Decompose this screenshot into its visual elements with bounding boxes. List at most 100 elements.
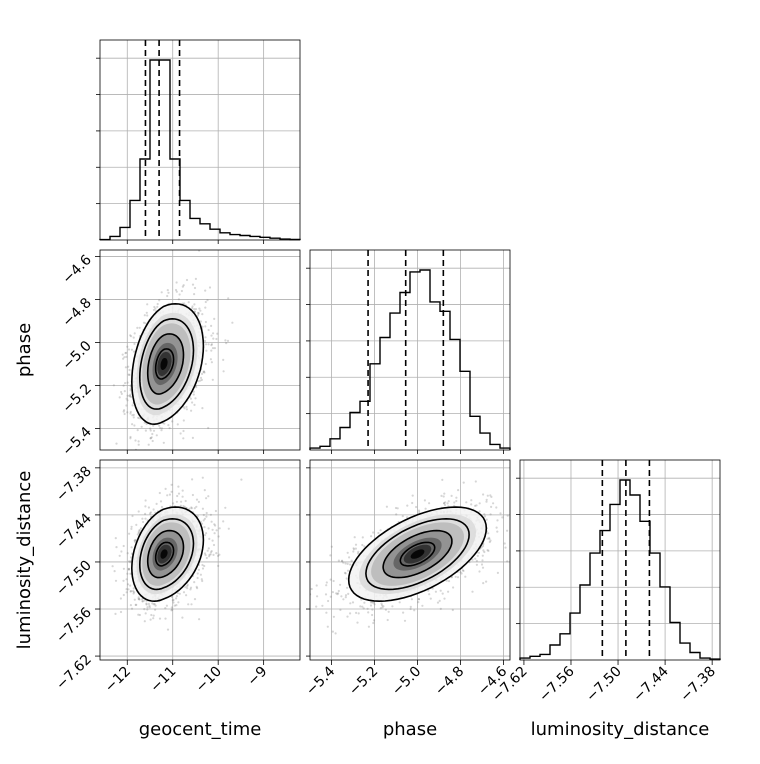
- x-tick-label: −11: [147, 664, 179, 696]
- sample-point: [218, 554, 220, 556]
- sample-point: [487, 495, 489, 497]
- sample-point: [475, 504, 477, 506]
- sample-point: [141, 518, 143, 520]
- sample-point: [341, 560, 343, 562]
- sample-point: [124, 390, 126, 392]
- sample-point: [143, 608, 145, 610]
- sample-point: [146, 608, 148, 610]
- sample-point: [169, 427, 171, 429]
- sample-point: [425, 508, 427, 510]
- sample-point: [128, 533, 130, 535]
- sample-point: [372, 531, 374, 533]
- sample-point: [212, 379, 214, 381]
- sample-point: [150, 437, 152, 439]
- sample-point: [172, 502, 174, 504]
- sample-point: [415, 506, 417, 508]
- sample-point: [131, 423, 133, 425]
- sample-point: [205, 532, 207, 534]
- sample-point: [130, 396, 132, 398]
- sample-point: [210, 350, 212, 352]
- x-tick-label: −4.8: [432, 664, 467, 699]
- sample-point: [114, 570, 116, 572]
- sample-point: [202, 567, 204, 569]
- sample-point: [193, 308, 195, 310]
- sample-point: [203, 371, 205, 373]
- y-tick-label: −7.50: [53, 557, 95, 599]
- sample-point: [145, 430, 147, 432]
- sample-point: [499, 512, 501, 514]
- sample-point: [214, 532, 216, 534]
- sample-point: [133, 592, 135, 594]
- sample-point: [224, 507, 226, 509]
- sample-point: [159, 492, 161, 494]
- sample-point: [180, 432, 182, 434]
- sample-point: [335, 592, 337, 594]
- sample-point: [167, 292, 169, 294]
- sample-point: [402, 612, 404, 614]
- sample-point: [126, 591, 128, 593]
- sample-point: [124, 413, 126, 415]
- sample-point: [349, 563, 351, 565]
- sample-point: [483, 513, 485, 515]
- sample-point: [154, 603, 156, 605]
- sample-point: [204, 336, 206, 338]
- sample-point: [180, 501, 182, 503]
- sample-point: [439, 600, 441, 602]
- sample-point: [332, 591, 334, 593]
- sample-point: [382, 605, 384, 607]
- sample-point: [167, 289, 169, 291]
- sample-point: [215, 552, 217, 554]
- sample-point: [411, 502, 413, 504]
- sample-point: [128, 348, 130, 350]
- sample-point: [187, 584, 189, 586]
- sample-point: [189, 588, 191, 590]
- sample-point: [506, 560, 508, 562]
- sample-point: [139, 327, 141, 329]
- sample-point: [212, 338, 214, 340]
- sample-point: [504, 542, 506, 544]
- sample-point: [185, 594, 187, 596]
- sample-point: [195, 278, 197, 280]
- sample-point: [198, 308, 200, 310]
- sample-point: [228, 528, 230, 530]
- sample-point: [507, 515, 509, 517]
- sample-point: [205, 516, 207, 518]
- sample-point: [211, 550, 213, 552]
- sample-point: [201, 373, 203, 375]
- sample-point: [504, 547, 506, 549]
- sample-point: [115, 580, 117, 582]
- sample-point: [130, 590, 132, 592]
- sample-point: [340, 595, 342, 597]
- sample-point: [371, 609, 373, 611]
- sample-point: [115, 546, 117, 548]
- sample-point: [404, 620, 406, 622]
- sample-point: [186, 279, 188, 281]
- sample-point: [496, 527, 498, 529]
- sample-point: [178, 298, 180, 300]
- sample-point: [367, 608, 369, 610]
- sample-point: [154, 609, 156, 611]
- sample-point: [388, 611, 390, 613]
- sample-point: [212, 529, 214, 531]
- x-tick-label: −7.56: [536, 663, 578, 705]
- sample-point: [144, 518, 146, 520]
- sample-point: [207, 495, 209, 497]
- sample-point: [338, 590, 340, 592]
- sample-point: [418, 598, 420, 600]
- sample-point: [177, 423, 179, 425]
- sample-point: [327, 600, 329, 602]
- sample-point: [131, 515, 133, 517]
- sample-point: [153, 306, 155, 308]
- sample-point: [435, 591, 437, 593]
- sample-point: [342, 598, 344, 600]
- sample-point: [153, 309, 155, 311]
- sample-point: [145, 499, 147, 501]
- sample-point: [124, 382, 126, 384]
- sample-point: [171, 420, 173, 422]
- sample-point: [127, 552, 129, 554]
- sample-point: [377, 532, 379, 534]
- sample-point: [231, 322, 233, 324]
- sample-point: [487, 549, 489, 551]
- sample-point: [387, 619, 389, 621]
